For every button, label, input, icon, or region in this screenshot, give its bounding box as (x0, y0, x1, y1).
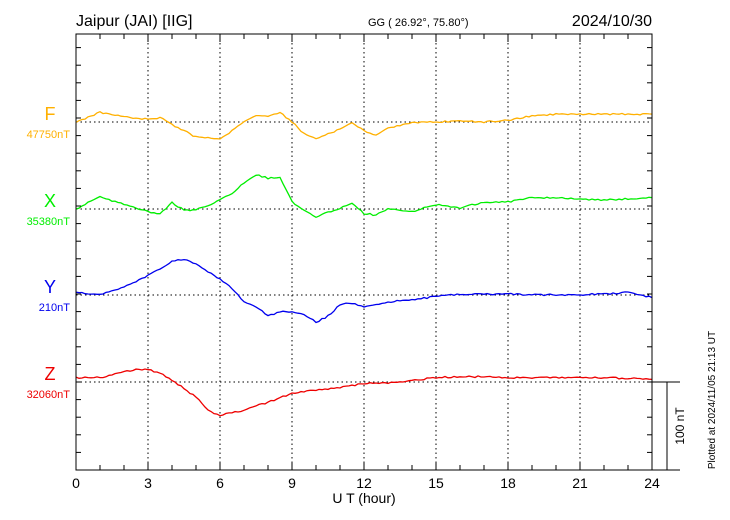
x-axis-label: U T (hour) (332, 490, 395, 506)
axes: 0 3 6 9 12 15 18 21 24 F 47750nT X 35380nT Y 210nT Z 320… (27, 34, 660, 491)
series-line-z (75, 368, 653, 417)
series-group (75, 110, 653, 417)
x-tick-label: 6 (216, 475, 224, 491)
x-tick-label: 15 (428, 475, 444, 491)
baseline-value-x: 35380nT (27, 216, 71, 228)
x-tick-label: 9 (288, 475, 296, 491)
x-tick-label: 21 (572, 475, 588, 491)
series-line-x (75, 174, 653, 219)
series-name-y: Y (44, 277, 56, 297)
series-name-f: F (45, 104, 56, 124)
plot-frame (75, 33, 653, 471)
x-tick-label: 24 (644, 475, 660, 491)
x-tick-label: 12 (356, 475, 372, 491)
baseline-value-z: 32060nT (27, 389, 71, 401)
station-title: Jaipur (JAI) [IIG] (76, 13, 192, 30)
series-line-f (75, 110, 653, 140)
baseline-value-y: 210nT (39, 302, 70, 314)
x-tick-label: 3 (144, 475, 152, 491)
series-name-x: X (44, 191, 56, 211)
series-name-z: Z (45, 364, 56, 384)
date-label: 2024/10/30 (572, 13, 652, 30)
grid (76, 34, 652, 470)
coordinates: GG ( 26.92°, 75.80°) (368, 17, 469, 29)
scale-bar (652, 381, 680, 471)
scale-label: 100 nT (673, 407, 687, 445)
x-tick-label: 18 (500, 475, 516, 491)
baseline-value-f: 47750nT (27, 129, 71, 141)
series-line-y (75, 258, 653, 324)
x-tick-label: 0 (72, 475, 80, 491)
plotted-timestamp: Plotted at 2024/11/05 21:13 UT (707, 331, 718, 469)
